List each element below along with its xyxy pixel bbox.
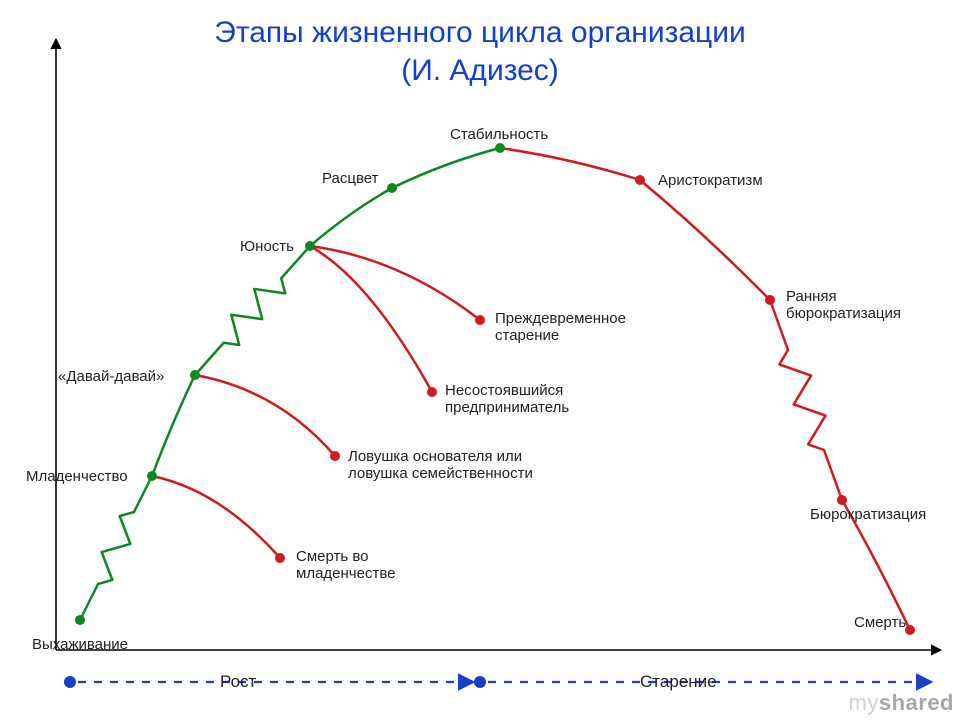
- watermark: myshared: [849, 690, 954, 716]
- stage-label-p3: «Давай-давай»: [58, 368, 164, 385]
- trap-label-2: Несостоявшийся предприниматель: [445, 382, 569, 417]
- watermark-plain: my: [849, 690, 879, 715]
- stage-label-d3: Ранняя бюрократизация: [786, 288, 901, 323]
- stage-label-p4: Юность: [240, 238, 294, 255]
- stage-label-p2: Младенчество: [26, 468, 128, 485]
- trap-label-3: Преждевременное старение: [495, 310, 626, 345]
- stage-label-p6: Стабильность: [450, 126, 548, 143]
- xaxis-aging-label: Старение: [640, 672, 717, 692]
- stage-label-d4: Бюрократизация: [810, 506, 926, 523]
- stage-label-d5: Смерть: [854, 614, 906, 631]
- stage-label-d2: Аристократизм: [658, 172, 763, 189]
- xaxis-growth-label: Рост: [220, 672, 256, 692]
- trap-label-0: Смерть во младенчестве: [296, 548, 395, 583]
- watermark-bold: shared: [879, 690, 954, 715]
- stage-label-p5: Расцвет: [322, 170, 378, 187]
- stage-label-p1: Выхаживание: [32, 636, 128, 653]
- chart-svg: [0, 0, 960, 720]
- trap-label-1: Ловушка основателя или ловушка семействе…: [348, 448, 533, 483]
